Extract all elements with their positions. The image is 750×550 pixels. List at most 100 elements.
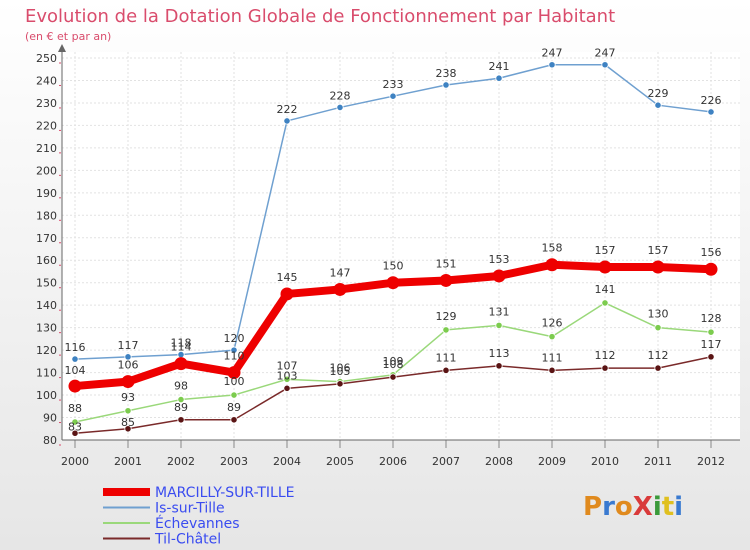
data-label: 238 (436, 67, 457, 80)
data-point (177, 395, 185, 404)
data-label: 228 (330, 89, 351, 102)
data-point (495, 74, 503, 82)
data-label: 158 (542, 242, 563, 255)
data-label: 157 (648, 244, 669, 257)
y-tick-label: 170 (36, 232, 57, 245)
data-point (389, 373, 397, 381)
data-point (386, 276, 400, 290)
data-point (651, 260, 665, 274)
svg-text:ProXiti: ProXiti (583, 492, 683, 522)
data-label: 247 (595, 47, 616, 60)
data-point (124, 407, 132, 415)
legend-label: Is-sur-Tille (155, 501, 225, 517)
data-point (230, 416, 238, 424)
legend-label: Échevannes (155, 515, 240, 532)
data-point (545, 258, 559, 272)
data-label: 93 (121, 391, 135, 404)
data-point (601, 299, 609, 307)
data-point (71, 418, 79, 426)
data-label: 233 (383, 78, 404, 91)
y-tick-label: 240 (36, 74, 57, 87)
data-label: 113 (489, 347, 510, 360)
data-point (124, 353, 132, 361)
data-point (230, 391, 238, 399)
plot-background (62, 52, 740, 440)
data-label: 229 (648, 87, 669, 100)
data-label: 112 (648, 349, 669, 362)
data-label: 145 (277, 271, 298, 284)
data-labels: 116 117 118 120 222 228 233 238 241 247 247 229 226 8… (65, 47, 722, 434)
data-label: 106 (330, 362, 351, 375)
data-label: 98 (174, 380, 188, 393)
data-label: 100 (224, 375, 245, 388)
x-tick-label: 2000 (61, 455, 89, 468)
data-point (336, 103, 344, 112)
y-tick-label: 80 (43, 434, 57, 447)
data-label: 226 (701, 94, 722, 107)
proxiti-logo: ProXiti (583, 492, 683, 522)
data-label: 108 (383, 358, 404, 371)
data-point (654, 101, 662, 109)
data-label: 88 (68, 402, 82, 415)
y-tick-label: 90 (43, 412, 57, 425)
logo-letter: P (583, 492, 602, 522)
data-label: 109 (383, 355, 404, 368)
x-tick-label: 2005 (326, 455, 354, 468)
data-point (601, 364, 609, 372)
data-label: 128 (701, 312, 722, 325)
y-tick-label: 150 (36, 277, 57, 290)
y-tick-label: 140 (36, 299, 57, 312)
data-point (442, 366, 450, 374)
data-point (707, 328, 715, 336)
data-label: 156 (701, 246, 722, 259)
data-point (654, 364, 662, 372)
y-tick-label: 110 (36, 367, 57, 380)
y-tick-label: 180 (36, 209, 57, 222)
data-label: 117 (118, 339, 139, 352)
data-point (548, 366, 556, 374)
data-label: 126 (542, 317, 563, 330)
data-point (333, 282, 347, 296)
data-label: 118 (171, 337, 192, 350)
y-tick-label: 130 (36, 322, 57, 335)
logo-letter: i (653, 492, 662, 522)
data-label: 131 (489, 305, 510, 318)
logo-letter: r (602, 492, 615, 522)
legend: MARCILLY-SUR-TILLEIs-sur-TilleÉchevannes… (103, 485, 294, 548)
data-point (654, 324, 662, 332)
data-point (68, 379, 82, 393)
data-point (336, 380, 344, 388)
data-point (227, 366, 241, 380)
data-label: 116 (65, 341, 86, 354)
x-tick-label: 2006 (379, 455, 407, 468)
logo-letter: t (662, 492, 674, 522)
x-tick-label: 2010 (591, 455, 619, 468)
data-point (121, 375, 135, 389)
logo-letter: X (633, 492, 653, 522)
data-point (707, 108, 715, 116)
data-label: 141 (595, 283, 616, 296)
y-tick-label: 120 (36, 344, 57, 357)
x-tick-label: 2004 (273, 455, 301, 468)
data-point (230, 346, 238, 354)
data-point (283, 117, 291, 125)
x-tick-label: 2009 (538, 455, 566, 468)
data-point (71, 355, 79, 363)
data-point (174, 357, 188, 371)
data-label: 151 (436, 257, 457, 270)
series-layer (68, 61, 718, 437)
data-label: 117 (701, 338, 722, 351)
data-label: 247 (542, 47, 563, 60)
data-point (389, 92, 397, 100)
x-tick-label: 2012 (697, 455, 725, 468)
x-tick-label: 2002 (167, 455, 195, 468)
data-label: 112 (595, 349, 616, 362)
data-point (601, 61, 609, 69)
data-label: 153 (489, 253, 510, 266)
x-tick-label: 2008 (485, 455, 513, 468)
data-point (442, 81, 450, 89)
data-point (283, 375, 291, 383)
axes: 8090100110120130140150160170180190200210… (36, 44, 740, 468)
